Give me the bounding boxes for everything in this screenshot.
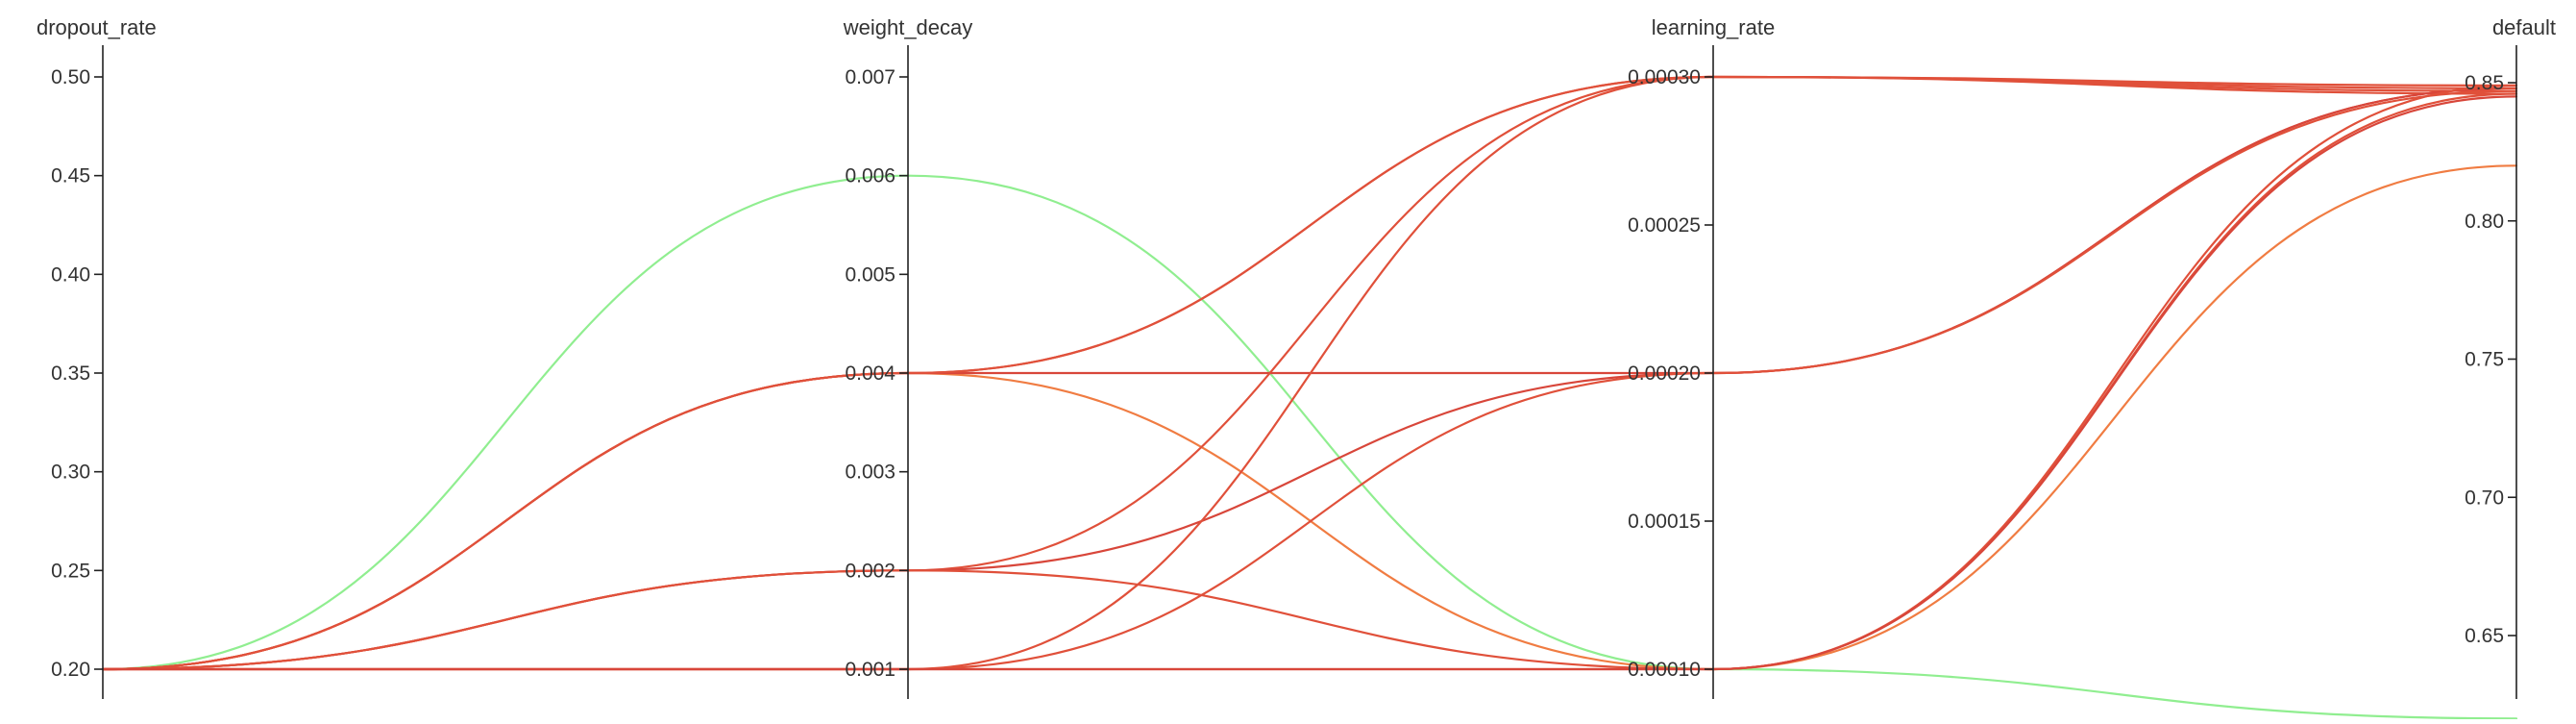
tick-label: 0.00030 xyxy=(1628,66,1701,88)
axis-default: 0.65 0.70 0.75 0.80 0.85 default xyxy=(2465,15,2556,699)
tick-label: 0.005 xyxy=(845,263,895,286)
axis-dropout-rate: 0.20 0.25 0.30 0.35 0.40 0.45 0.50 dropout_rate xyxy=(37,15,157,699)
axis-weight-decay: 0.001 0.002 0.003 0.004 0.005 0.006 0.007 weigh… xyxy=(843,15,973,699)
tick-label: 0.00015 xyxy=(1628,511,1701,533)
tick-label: 0.40 xyxy=(51,263,90,286)
tick-label: 0.45 xyxy=(51,165,90,187)
tick-label: 0.50 xyxy=(51,66,90,88)
axis-title: learning_rate xyxy=(1652,15,1775,39)
tick-label: 0.65 xyxy=(2465,625,2504,647)
axis-title: default xyxy=(2492,15,2556,39)
tick-label: 0.30 xyxy=(51,462,90,484)
tick-label: 0.00010 xyxy=(1628,659,1701,681)
tick-label: 0.00025 xyxy=(1628,214,1701,237)
axis-title: dropout_rate xyxy=(37,15,157,39)
series-line-12 xyxy=(101,95,2518,671)
series-line-4 xyxy=(101,87,2518,671)
series-lines xyxy=(101,75,2518,720)
series-line-1 xyxy=(101,174,2518,720)
series-line-7 xyxy=(101,87,2518,671)
tick-label: 0.001 xyxy=(845,659,895,681)
series-line-2 xyxy=(101,164,2518,671)
axis-learning-rate: 0.00010 0.00015 0.00020 0.00025 0.00030 learn… xyxy=(1628,15,1775,699)
tick-label: 0.004 xyxy=(845,362,895,385)
series-line-8 xyxy=(101,84,2518,671)
series-line-9 xyxy=(101,75,2518,671)
tick-label: 0.70 xyxy=(2465,487,2504,509)
tick-label: 0.007 xyxy=(845,66,895,88)
tick-label: 0.85 xyxy=(2465,72,2504,94)
axes: 0.20 0.25 0.30 0.35 0.40 0.45 0.50 dropout_rate… xyxy=(37,15,2556,699)
tick-label: 0.25 xyxy=(51,560,90,582)
series-line-10 xyxy=(101,89,2518,671)
tick-label: 0.006 xyxy=(845,165,895,187)
tick-label: 0.35 xyxy=(51,362,90,385)
tick-label: 0.002 xyxy=(845,560,895,582)
tick-label: 0.00020 xyxy=(1628,362,1701,385)
tick-label: 0.20 xyxy=(51,659,90,681)
tick-label: 0.003 xyxy=(845,462,895,484)
series-line-11 xyxy=(101,92,2518,671)
axis-title: weight_decay xyxy=(843,15,973,39)
tick-label: 0.75 xyxy=(2465,349,2504,371)
tick-label: 0.80 xyxy=(2465,211,2504,233)
series-line-5 xyxy=(101,75,2518,671)
